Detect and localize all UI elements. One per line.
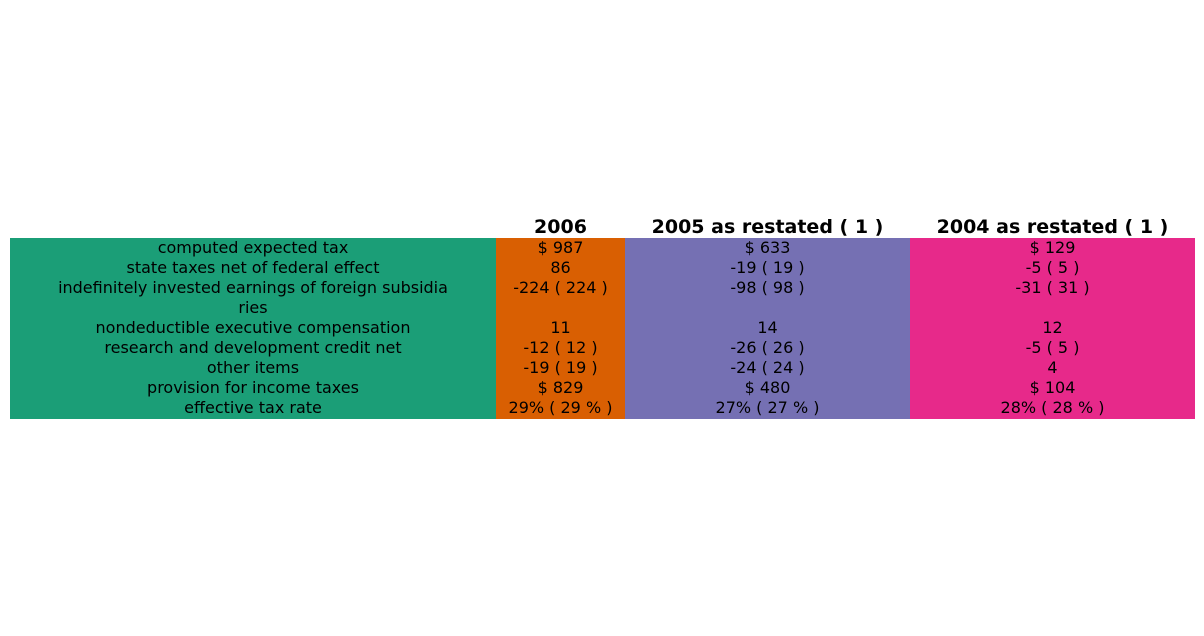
header-row: 2006 2005 as restated ( 1 ) 2004 as restat… bbox=[534, 216, 1168, 238]
table-cell: -5 ( 5 ) bbox=[1026, 338, 1080, 357]
table-cell: $ 987 bbox=[538, 238, 584, 257]
table-row: state taxes net of federal effect 86 -19 (… bbox=[127, 258, 1080, 277]
table-cell: $ 633 bbox=[745, 238, 791, 257]
table-cell: $ 104 bbox=[1030, 378, 1076, 397]
table-row: research and development credit net -12 (… bbox=[104, 338, 1079, 357]
column-background-2 bbox=[625, 238, 910, 419]
row-label: computed expected tax bbox=[158, 238, 349, 257]
table-cell: 29% ( 29 % ) bbox=[509, 398, 613, 417]
table-body: computed expected tax $ 987 $ 633 $ 129stat… bbox=[58, 238, 1104, 417]
table-cell: 27% ( 27 % ) bbox=[716, 398, 820, 417]
table-cell: -26 ( 26 ) bbox=[730, 338, 804, 357]
table-cell: -19 ( 19 ) bbox=[730, 258, 804, 277]
table-cell: 14 bbox=[757, 318, 777, 337]
table-cell: 28% ( 28 % ) bbox=[1001, 398, 1105, 417]
row-label: nondeductible executive compensation bbox=[96, 318, 411, 337]
table-cell: -24 ( 24 ) bbox=[730, 358, 804, 377]
table-cell: 12 bbox=[1042, 318, 1062, 337]
column-header: 2006 bbox=[534, 216, 587, 238]
table-row: provision for income taxes $ 829 $ 480 $ 10… bbox=[147, 378, 1075, 397]
table-row: other items -19 ( 19 ) -24 ( 24 ) 4 bbox=[207, 358, 1058, 377]
row-label: indefinitely invested earnings of foreig… bbox=[58, 278, 448, 317]
row-label: state taxes net of federal effect bbox=[127, 258, 380, 277]
table-cell: 86 bbox=[550, 258, 570, 277]
table-cell: $ 829 bbox=[538, 378, 584, 397]
column-background-1 bbox=[496, 238, 625, 419]
table-cell: -12 ( 12 ) bbox=[523, 338, 597, 357]
column-background-3 bbox=[910, 238, 1195, 419]
table-row: computed expected tax $ 987 $ 633 $ 129 bbox=[158, 238, 1076, 257]
table-cell: -224 ( 224 ) bbox=[513, 278, 608, 297]
table-cell: -98 ( 98 ) bbox=[730, 278, 804, 297]
column-header: 2004 as restated ( 1 ) bbox=[937, 216, 1169, 238]
column-background-0 bbox=[10, 238, 496, 419]
row-label: provision for income taxes bbox=[147, 378, 359, 397]
column-header: 2005 as restated ( 1 ) bbox=[652, 216, 884, 238]
table-cell: 11 bbox=[550, 318, 570, 337]
table-cell: $ 480 bbox=[745, 378, 791, 397]
table-row: effective tax rate 29% ( 29 % ) 27% ( 27 %… bbox=[184, 398, 1104, 417]
table-cell: 4 bbox=[1047, 358, 1057, 377]
table-cell: $ 129 bbox=[1030, 238, 1076, 257]
table-cell: -31 ( 31 ) bbox=[1015, 278, 1089, 297]
row-label: research and development credit net bbox=[104, 338, 401, 357]
table-cell: -19 ( 19 ) bbox=[523, 358, 597, 377]
table-row: nondeductible executive compensation 11 14… bbox=[96, 318, 1063, 337]
table-cell: -5 ( 5 ) bbox=[1026, 258, 1080, 277]
row-label: effective tax rate bbox=[184, 398, 322, 417]
column-backgrounds bbox=[10, 238, 1195, 419]
row-label: other items bbox=[207, 358, 299, 377]
table-row: indefinitely invested earnings of foreig… bbox=[58, 278, 1090, 317]
